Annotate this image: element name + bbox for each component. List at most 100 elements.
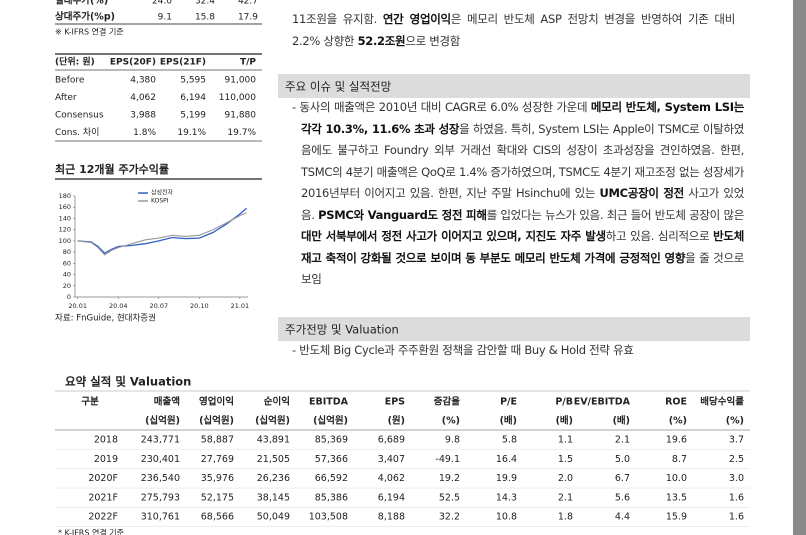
cell: 68,566 (201, 512, 234, 523)
cell: After (55, 93, 77, 103)
legend-label: 삼성전자 (151, 189, 174, 197)
header-cell: EV/EBITDA (574, 397, 631, 408)
cell: 52,175 (201, 492, 234, 503)
cell: 16.4 (496, 454, 517, 465)
y-tick-label: 40 (63, 271, 71, 279)
cell: 19.1% (177, 128, 206, 138)
header-cell: EPS(21F) (160, 58, 206, 68)
cell: 4,062 (378, 473, 405, 484)
cell: 9.1 (158, 13, 172, 23)
legend-label: KOSPI (151, 198, 169, 205)
cell: 2021F (88, 492, 118, 503)
cell: 50,049 (257, 512, 290, 523)
header-cell: 순이익 (264, 396, 290, 408)
cell: 310,761 (141, 512, 180, 523)
cell: 91,000 (225, 76, 257, 86)
header-cell: EBITDA (309, 397, 349, 408)
row-label: 상대주가(%p) (55, 11, 115, 23)
text: 를 입었다는 뉴스가 있음. 최근 들어 반도체 공장이 많은 (486, 207, 745, 222)
cell: 43,891 (257, 435, 290, 446)
text: 은 메모리 반도체 ASP 전망치 변경을 반영하여 기존 대비 2.2% 상향… (292, 12, 735, 48)
header-cell: T/P (240, 58, 256, 68)
cell: 8,188 (378, 512, 405, 523)
cell: 14.3 (496, 492, 517, 503)
bullet: - (292, 100, 300, 114)
cell: 19.9 (496, 473, 517, 484)
text: 11조원을 유지함. (292, 12, 383, 26)
cell: 3.0 (729, 473, 744, 484)
cell: 19.7% (227, 128, 256, 138)
cell: 1.8% (133, 128, 156, 138)
header-cell: 배당수익률 (700, 396, 744, 408)
cell: 6,194 (378, 492, 405, 503)
header-unit: (십억원) (145, 415, 180, 427)
chart-title: 최근 12개월 주가수익률 (55, 162, 169, 176)
header-unit: (배) (500, 415, 517, 427)
y-tick-label: 0 (67, 293, 71, 301)
cell: 3.7 (729, 435, 744, 446)
section-title: 주요 이슈 및 실적전망 (285, 80, 392, 94)
header-cell: 증감율 (434, 396, 460, 408)
text: 을 줄 것으로 보임 (301, 250, 744, 287)
note: * K-IFRS 연결 기준 (58, 528, 124, 535)
cell: 110,000 (219, 93, 256, 103)
cell: 3,988 (130, 111, 156, 121)
cell: -49.1 (435, 454, 460, 465)
header-cell: 영업이익 (199, 396, 234, 408)
valuation-paragraph: - 반도체 Big Cycle과 주주환원 정책을 감안할 때 Buy & Ho… (292, 340, 744, 362)
issue-paragraph: - 동사의 매출액은 2010년 대비 CAGR로 6.0% 성장한 가운데 메… (292, 97, 744, 291)
cell: 15.9 (666, 512, 687, 523)
cell: 32.4 (195, 0, 215, 7)
cell: 42.7 (238, 0, 258, 7)
cell: 10.8 (496, 512, 517, 523)
cell: 19.2 (439, 473, 460, 484)
cell: 15.8 (195, 13, 215, 23)
cell: 21,505 (257, 454, 290, 465)
cell: 5.8 (502, 435, 517, 446)
bold-text: 대만 서북부에서 정전 사고가 이어지고 있으며, 지진도 자주 발생 (301, 229, 606, 243)
bold-text: 반도체 재고 축적이 강화될 것으로 보이며 동 부분도 메모리 반도체 가격에… (301, 229, 744, 265)
header-cell: P/E (500, 397, 517, 408)
header-unit: (원) (388, 415, 405, 427)
cell: 6,689 (378, 435, 405, 446)
text: 을 하였음. 특히, System LSI는 Apple이 TSMC로 이탈하였… (301, 121, 745, 201)
cell: 91,880 (225, 111, 257, 121)
cell: 5,199 (180, 111, 206, 121)
text: 동사의 매출액은 2010년 대비 CAGR로 6.0% 성장한 가운데 (299, 100, 591, 114)
cell: 236,540 (141, 473, 180, 484)
cell: 243,771 (141, 435, 180, 446)
table-title: 요약 실적 및 Valuation (65, 375, 191, 389)
row-label: 절대주가(%) (55, 0, 108, 7)
cell: 57,366 (315, 454, 348, 465)
cell: 2.5 (729, 454, 744, 465)
header-unit: (%) (669, 416, 687, 427)
y-tick-label: 20 (63, 282, 71, 290)
cell: 4,062 (130, 93, 156, 103)
text: 사고가 있었음. (301, 186, 744, 222)
cell: 85,386 (315, 492, 348, 503)
cell: 230,401 (141, 454, 180, 465)
cell: 32.2 (439, 512, 460, 523)
header-cell: (단위: 원) (55, 56, 95, 68)
header-unit: (십억원) (255, 415, 290, 427)
cell: 26,236 (257, 473, 290, 484)
cell: 5.0 (615, 454, 630, 465)
price-line (77, 212, 247, 256)
cell: 1.6 (729, 512, 744, 523)
cell: 17.9 (238, 13, 258, 23)
cell: 5.6 (615, 492, 630, 503)
header-unit: (%) (726, 416, 744, 427)
cell: 5,595 (180, 76, 206, 86)
y-tick-label: 120 (59, 226, 71, 234)
cell: 66,592 (315, 473, 348, 484)
bold-text: 연간 영업이익 (382, 12, 451, 26)
section-bar (278, 317, 750, 341)
cell: 1.5 (558, 454, 573, 465)
bullet: - (292, 343, 300, 357)
cell: 1.8 (558, 512, 573, 523)
bold-text: PSMC와 Vanguard도 정전 피해 (318, 207, 487, 222)
y-tick-label: 160 (59, 203, 71, 211)
cell: 2.0 (558, 473, 573, 484)
cell: 52.5 (439, 492, 460, 503)
